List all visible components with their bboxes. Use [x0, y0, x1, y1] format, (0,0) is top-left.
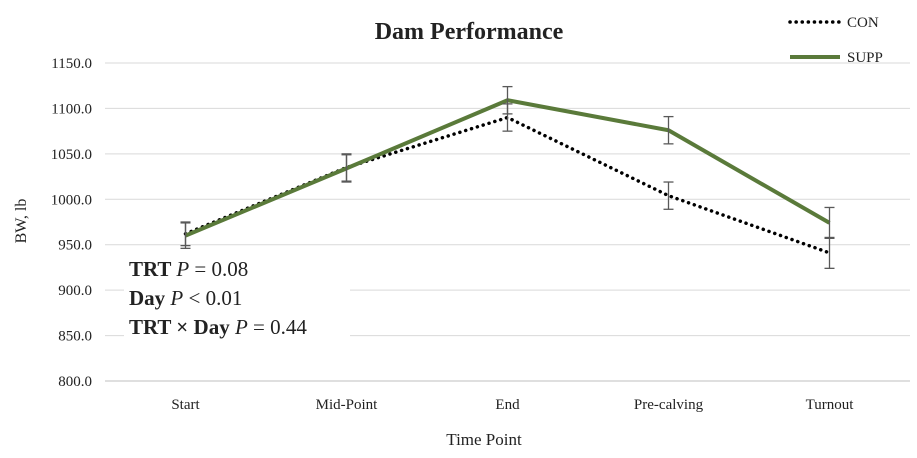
x-tick-label: Turnout — [806, 397, 855, 413]
x-tick-label: Start — [171, 397, 200, 413]
x-tick-label: End — [495, 397, 520, 413]
x-axis-ticks: Start Mid-Point End Pre-calving Turnout — [171, 397, 854, 413]
error-bars — [180, 85, 835, 269]
y-tick-label: 1050.0 — [51, 147, 92, 163]
y-tick-label: 850.0 — [58, 329, 92, 345]
series-line-con — [183, 115, 832, 255]
annotation-background — [124, 252, 350, 344]
annotation-line: TRT × Day P = 0.44 — [129, 315, 307, 339]
y-tick-label: 1100.0 — [51, 101, 92, 117]
y-tick-label: 1150.0 — [51, 56, 92, 72]
y-tick-label: 950.0 — [58, 238, 92, 254]
annotation-line: Day P < 0.01 — [129, 286, 242, 310]
legend-label-con: CON — [847, 15, 879, 31]
y-axis-label: BW, lb — [13, 199, 30, 244]
stats-annotation: TRT P = 0.08 Day P < 0.01 TRT × Day P = 0.… — [124, 252, 350, 344]
chart-title: Dam Performance — [375, 19, 564, 45]
x-axis-label: Time Point — [446, 430, 522, 449]
y-tick-label: 900.0 — [58, 283, 92, 299]
x-tick-label: Pre-calving — [634, 397, 704, 413]
x-tick-label: Mid-Point — [316, 397, 379, 413]
annotation-line: TRT P = 0.08 — [129, 257, 248, 281]
y-axis-ticks: 800.0 850.0 900.0 950.0 1000.0 1050.0 1100.0 11… — [51, 56, 92, 390]
legend: CON SUPP — [788, 15, 883, 66]
y-tick-label: 800.0 — [58, 374, 92, 390]
legend-label-supp: SUPP — [847, 50, 883, 66]
y-tick-label: 1000.0 — [51, 192, 92, 208]
